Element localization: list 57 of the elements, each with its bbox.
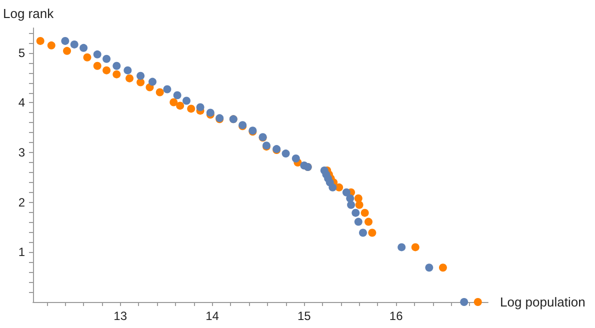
- point: [102, 66, 111, 74]
- point: [346, 194, 354, 202]
- point: [364, 218, 373, 226]
- point: [36, 36, 44, 45]
- point: [112, 70, 121, 78]
- x-tick-label: 15: [297, 309, 312, 323]
- y-tick-label: 1: [18, 245, 26, 260]
- point: [136, 72, 145, 80]
- point: [63, 46, 72, 55]
- point: [124, 66, 132, 74]
- point: [398, 243, 406, 252]
- point: [292, 154, 300, 163]
- point: [148, 78, 156, 86]
- point: [196, 103, 204, 112]
- point: [170, 98, 178, 106]
- point: [93, 50, 102, 58]
- point: [438, 264, 447, 272]
- point: [163, 85, 172, 94]
- point: [347, 200, 356, 209]
- point: [411, 243, 420, 252]
- point: [93, 62, 102, 70]
- y-tick-label: 5: [18, 46, 26, 60]
- point: [474, 298, 482, 306]
- point: [156, 88, 164, 96]
- point: [80, 44, 88, 52]
- point: [102, 54, 111, 63]
- point: [47, 41, 56, 50]
- point: [126, 74, 134, 82]
- x-tick-label: 14: [206, 309, 220, 323]
- point: [83, 53, 92, 62]
- point: [187, 104, 196, 113]
- point: [342, 188, 350, 196]
- y-tick-label: 3: [18, 146, 26, 160]
- x-tick-label: 16: [389, 309, 404, 323]
- y-tick-label: 4: [18, 96, 26, 110]
- point: [182, 96, 191, 105]
- point: [360, 208, 369, 217]
- point: [70, 40, 78, 48]
- point: [136, 78, 145, 86]
- point: [354, 218, 362, 226]
- point: [282, 150, 290, 158]
- point: [460, 298, 468, 306]
- x-tick-label: 13: [114, 309, 128, 323]
- point: [112, 62, 121, 70]
- point: [176, 102, 184, 110]
- point: [61, 36, 70, 45]
- point: [359, 228, 367, 237]
- point: [355, 200, 364, 209]
- point: [173, 91, 182, 100]
- point: [352, 208, 360, 217]
- point: [354, 194, 362, 202]
- point: [328, 183, 337, 192]
- point: [425, 264, 434, 272]
- point: [368, 228, 376, 237]
- y-axis-title: Log rank: [3, 6, 54, 21]
- x-axis-title: Log population: [500, 294, 586, 310]
- y-tick-label: 2: [18, 195, 26, 210]
